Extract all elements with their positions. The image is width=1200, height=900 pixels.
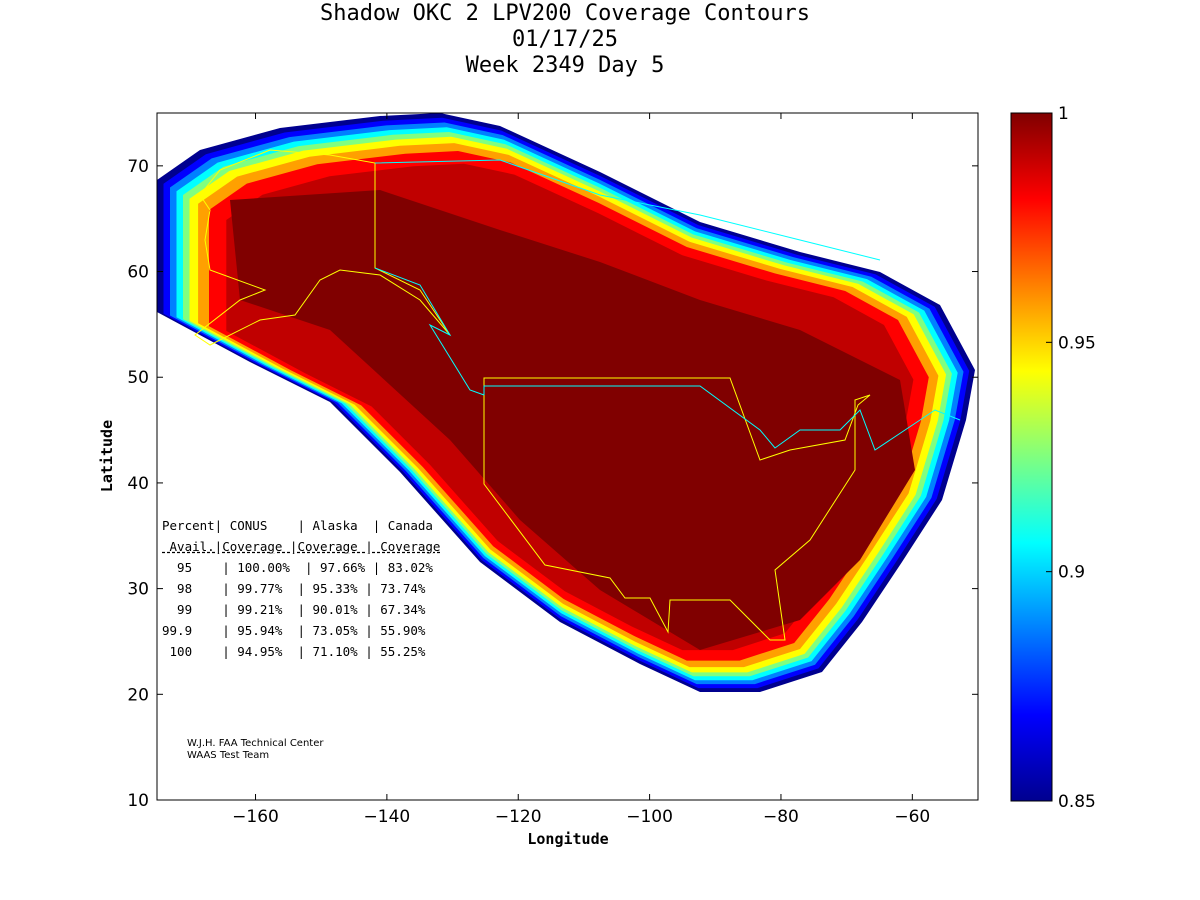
credit-line-2: WAAS Test Team [187, 750, 270, 761]
table-header-2: Avail.|Coverage |Coverage | Coverage [162, 539, 441, 554]
chart-date: 01/17/25 [512, 27, 618, 52]
plot-frame [156, 112, 979, 801]
y-tick-label: 30 [127, 580, 149, 600]
alaska-boundary [194, 149, 451, 346]
coverage-table: Percent| CONUS | Alaska | Canada Avail.|… [162, 515, 440, 662]
x-tick-label: −80 [763, 807, 799, 827]
y-axis-label: Latitude [98, 420, 116, 492]
table-row: 99 | 99.21% | 90.01% | 67.34% [162, 602, 426, 617]
x-axis-label: Longitude [527, 830, 608, 848]
credit-line-1: W.J.H. FAA Technical Center [187, 738, 324, 749]
table-row: 100 | 94.95% | 71.10% | 55.25% [162, 644, 426, 659]
canada-boundary [374, 159, 961, 451]
y-tick-label: 20 [127, 685, 149, 705]
coverage-contours [157, 113, 975, 692]
y-tick-label: 70 [127, 157, 149, 177]
x-tick-label: −120 [495, 807, 542, 827]
colorbar-tick-label: 0.95 [1058, 333, 1096, 353]
table-row: 98 | 99.77% | 95.33% | 73.74% [162, 581, 426, 596]
x-tick-label: −160 [232, 807, 279, 827]
y-tick-label: 40 [127, 474, 149, 494]
table-row: 99.9 | 95.94% | 73.05% | 55.90% [162, 623, 426, 638]
table-header-1: Percent| CONUS | Alaska | Canada [162, 518, 433, 533]
x-tick-label: −100 [626, 807, 673, 827]
x-tick-label: −60 [894, 807, 930, 827]
colorbar-tick-label: 1 [1058, 104, 1069, 124]
full-coverage-region [230, 190, 915, 650]
chart-title: Shadow OKC 2 LPV200 Coverage Contours [319, 1, 811, 26]
colorbar-tick-label: 0.85 [1058, 792, 1096, 812]
x-tick-label: −140 [364, 807, 411, 827]
y-tick-label: 50 [127, 368, 149, 388]
table-row: 95 | 100.00% | 97.66% | 83.02% [162, 560, 433, 575]
conus-boundary [483, 377, 871, 641]
y-tick-label: 10 [127, 791, 149, 811]
y-tick-label: 60 [127, 263, 149, 283]
chart-week-day: Week 2349 Day 5 [465, 53, 665, 78]
colorbar-tick-label: 0.9 [1058, 563, 1085, 583]
colorbar [1010, 112, 1053, 802]
